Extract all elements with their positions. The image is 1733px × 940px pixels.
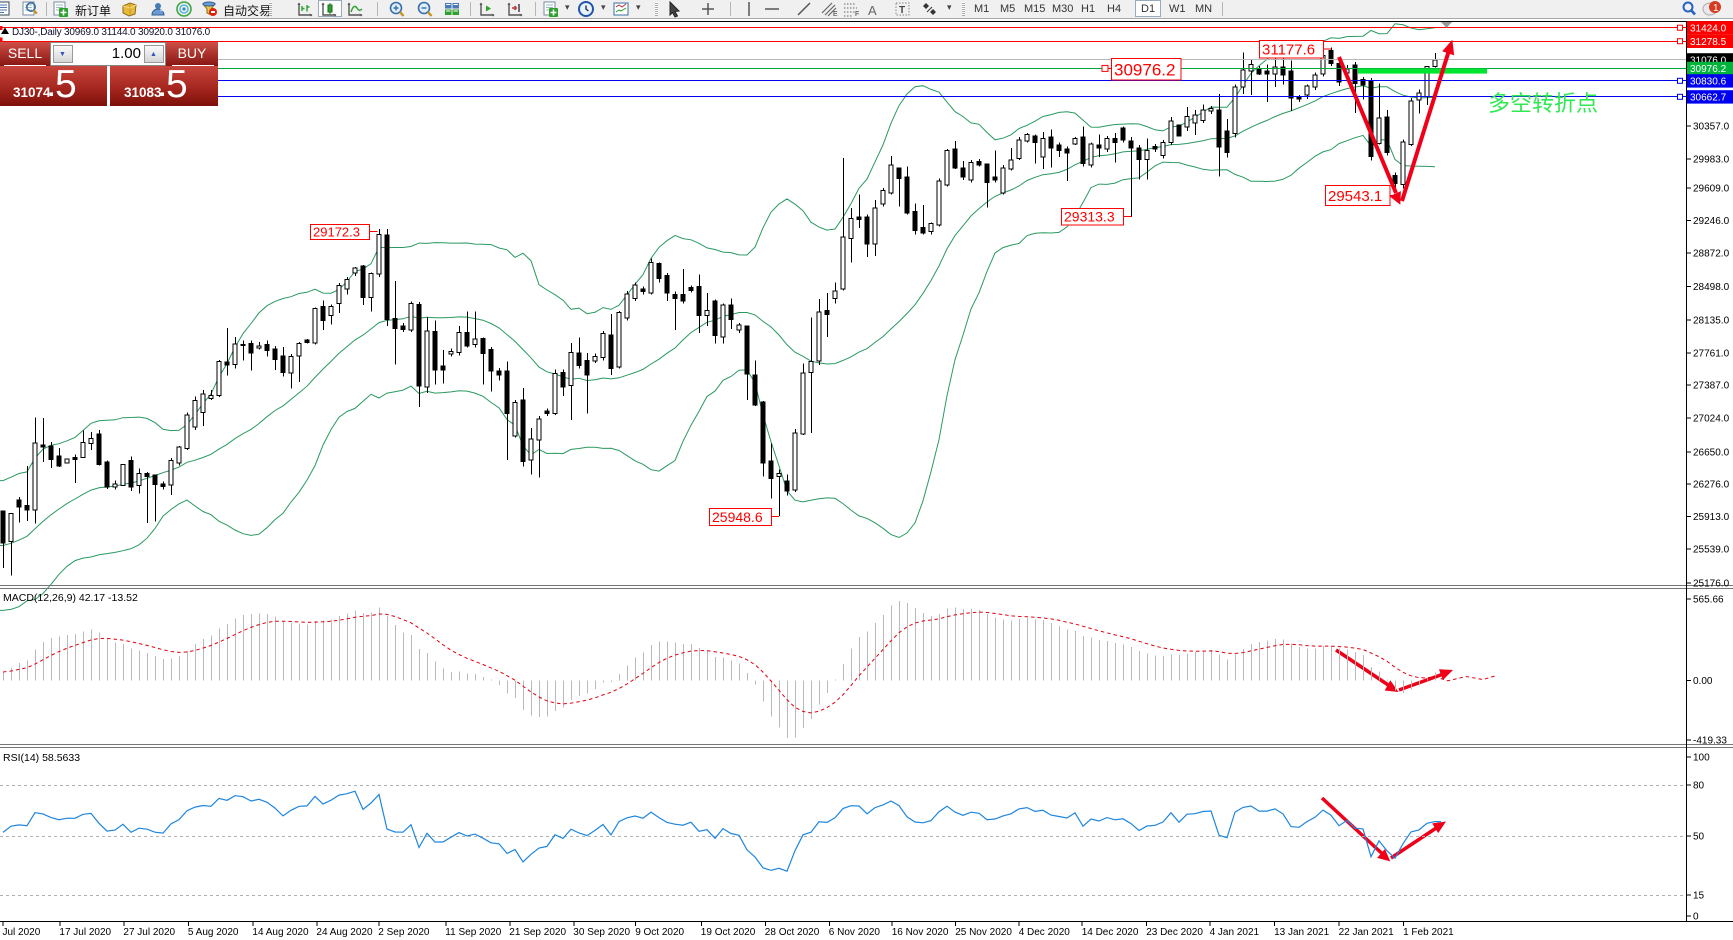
svg-text:50: 50 — [1693, 832, 1705, 843]
svg-text:F: F — [855, 11, 859, 18]
svg-text:31424.0: 31424.0 — [1690, 23, 1727, 34]
svg-text:80: 80 — [1693, 781, 1705, 792]
svg-text:4 Jan 2021: 4 Jan 2021 — [1210, 927, 1260, 938]
svg-text:30976.2: 30976.2 — [1690, 64, 1727, 75]
svg-text:28872.0: 28872.0 — [1693, 249, 1730, 260]
svg-text:-419.33: -419.33 — [1693, 736, 1727, 747]
svg-text:11 Sep 2020: 11 Sep 2020 — [445, 927, 501, 938]
svg-text:26650.0: 26650.0 — [1693, 448, 1730, 459]
svg-text:25913.0: 25913.0 — [1693, 512, 1730, 523]
svg-text:30976.2: 30976.2 — [1114, 61, 1175, 80]
svg-text:0.00: 0.00 — [1693, 676, 1713, 687]
svg-text:29246.0: 29246.0 — [1693, 216, 1730, 227]
svg-text:25176.0: 25176.0 — [1693, 579, 1730, 590]
svg-text:19 Oct 2020: 19 Oct 2020 — [701, 927, 756, 938]
svg-text:2 Sep 2020: 2 Sep 2020 — [378, 927, 430, 938]
svg-text:31278.5: 31278.5 — [1690, 37, 1727, 48]
svg-text:30830.6: 30830.6 — [1690, 76, 1727, 87]
svg-text:MACD(12,26,9) 42.17 -13.52: MACD(12,26,9) 42.17 -13.52 — [3, 592, 138, 604]
svg-text:27761.0: 27761.0 — [1693, 349, 1730, 360]
svg-text:28135.0: 28135.0 — [1693, 316, 1730, 327]
svg-text:29609.0: 29609.0 — [1693, 184, 1730, 195]
svg-text:14 Aug 2020: 14 Aug 2020 — [252, 927, 309, 938]
svg-text:4 Dec 2020: 4 Dec 2020 — [1019, 927, 1071, 938]
svg-text:22 Jan 2021: 22 Jan 2021 — [1339, 927, 1394, 938]
svg-text:1: 1 — [1713, 3, 1719, 14]
svg-text:多空转折点: 多空转折点 — [1488, 91, 1598, 116]
svg-text:31177.6: 31177.6 — [1262, 42, 1315, 59]
svg-text:24 Aug 2020: 24 Aug 2020 — [316, 927, 373, 938]
svg-text:28 Oct 2020: 28 Oct 2020 — [765, 927, 820, 938]
svg-text:25 Nov 2020: 25 Nov 2020 — [955, 927, 1012, 938]
svg-text:E: E — [833, 11, 838, 18]
svg-text:28498.0: 28498.0 — [1693, 282, 1730, 293]
svg-text:100: 100 — [1693, 753, 1710, 764]
svg-text:30 Sep 2020: 30 Sep 2020 — [573, 927, 630, 938]
svg-text:DJ30-,Daily 30969.0 31144.0 3: DJ30-,Daily 30969.0 31144.0 30920.0 3107… — [12, 27, 211, 38]
svg-text:26276.0: 26276.0 — [1693, 480, 1730, 491]
svg-text:Jul 2020: Jul 2020 — [3, 927, 41, 938]
svg-text:25539.0: 25539.0 — [1693, 545, 1730, 556]
svg-text:T: T — [899, 5, 905, 16]
svg-text:1 Feb 2021: 1 Feb 2021 — [1403, 927, 1454, 938]
svg-text:30662.7: 30662.7 — [1690, 92, 1727, 103]
svg-text:RSI(14) 58.5633: RSI(14) 58.5633 — [3, 752, 80, 764]
svg-text:13 Jan 2021: 13 Jan 2021 — [1274, 927, 1329, 938]
svg-text:27 Jul 2020: 27 Jul 2020 — [123, 927, 175, 938]
svg-text:27024.0: 27024.0 — [1693, 414, 1730, 425]
svg-text:15: 15 — [1693, 891, 1705, 902]
svg-text:29172.3: 29172.3 — [313, 225, 360, 240]
svg-text:25948.6: 25948.6 — [712, 509, 763, 525]
svg-text:17 Jul 2020: 17 Jul 2020 — [59, 927, 111, 938]
svg-text:0: 0 — [1693, 912, 1699, 923]
svg-text:27387.0: 27387.0 — [1693, 381, 1730, 392]
svg-text:5 Aug 2020: 5 Aug 2020 — [188, 927, 239, 938]
svg-text:14 Dec 2020: 14 Dec 2020 — [1082, 927, 1139, 938]
svg-text:565.66: 565.66 — [1693, 595, 1724, 606]
svg-text:23 Dec 2020: 23 Dec 2020 — [1146, 927, 1203, 938]
svg-text:6 Nov 2020: 6 Nov 2020 — [829, 927, 881, 938]
svg-text:29983.0: 29983.0 — [1693, 155, 1730, 166]
svg-text:29543.1: 29543.1 — [1328, 188, 1382, 205]
svg-text:29313.3: 29313.3 — [1064, 209, 1115, 225]
svg-text:21 Sep 2020: 21 Sep 2020 — [509, 927, 566, 938]
svg-text:16 Nov 2020: 16 Nov 2020 — [892, 927, 949, 938]
svg-text:9 Oct 2020: 9 Oct 2020 — [635, 927, 684, 938]
svg-text:30357.0: 30357.0 — [1693, 122, 1730, 133]
svg-text:31076.0: 31076.0 — [1690, 55, 1727, 66]
